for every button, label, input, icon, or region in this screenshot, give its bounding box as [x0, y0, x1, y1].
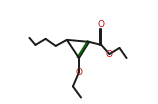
Text: O: O: [106, 50, 113, 59]
Text: O: O: [76, 68, 82, 77]
Text: O: O: [98, 20, 105, 29]
